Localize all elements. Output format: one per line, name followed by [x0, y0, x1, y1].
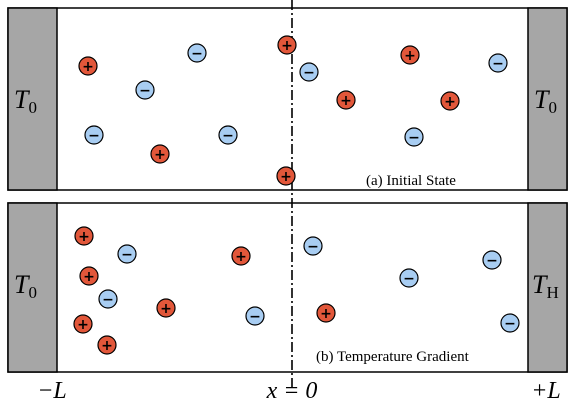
ion-sign: + — [235, 249, 247, 265]
ion-sign: + — [444, 94, 456, 110]
label-sub: 0 — [28, 98, 37, 117]
label-main: T — [14, 85, 30, 114]
positive-ion — [440, 91, 460, 111]
right-wall — [527, 7, 568, 191]
ion-sign: − — [139, 83, 151, 99]
panel-bottom — [7, 202, 568, 373]
negative-ion — [488, 53, 508, 73]
ion-sign: + — [77, 317, 89, 333]
ion-sign: − — [191, 46, 203, 62]
label-main: T — [14, 270, 30, 299]
panel-caption: (a) Initial State — [366, 173, 456, 189]
positive-ion — [74, 226, 94, 246]
panel-top — [7, 7, 568, 191]
positive-ion — [150, 144, 170, 164]
negative-ion — [245, 306, 265, 326]
negative-ion — [482, 250, 502, 270]
ion-sign: − — [504, 316, 516, 332]
ion-sign: + — [101, 338, 113, 354]
ion-sign: + — [160, 301, 172, 317]
panel-frame — [7, 7, 568, 191]
positive-ion — [73, 314, 93, 334]
wall-label: TH — [532, 270, 559, 302]
ion-sign: − — [486, 253, 498, 269]
positive-ion — [97, 335, 117, 355]
wall-label: T0 — [14, 270, 37, 302]
ion-sign: + — [82, 59, 94, 75]
negative-ion — [299, 62, 319, 82]
ion-sign: + — [320, 306, 332, 322]
ion-sign: − — [249, 309, 261, 325]
label-sub: 0 — [548, 98, 557, 117]
positive-ion — [316, 303, 336, 323]
positive-ion — [277, 35, 297, 55]
ion-sign: − — [303, 65, 315, 81]
left-wall — [7, 202, 58, 373]
panel-caption: (b) Temperature Gradient — [316, 349, 470, 365]
left-wall — [7, 7, 58, 191]
negative-ion — [117, 244, 137, 264]
ion-sign: − — [492, 56, 504, 72]
ion-sign: − — [307, 239, 319, 255]
ion-sign: − — [121, 247, 133, 263]
negative-ion — [404, 127, 424, 147]
ion-sign: + — [154, 147, 166, 163]
label-sub: H — [546, 283, 558, 302]
ion-sign: + — [404, 48, 416, 64]
ion-sign: − — [102, 292, 114, 308]
label-main: T — [532, 270, 548, 299]
axis-label: +L — [531, 378, 561, 403]
negative-ion — [84, 125, 104, 145]
panel-frame — [7, 202, 568, 373]
negative-ion — [187, 43, 207, 63]
wall-label: T0 — [14, 85, 37, 117]
ion-sign: + — [340, 93, 352, 109]
positive-ion — [231, 246, 251, 266]
ion-sign: + — [83, 269, 95, 285]
positive-ion — [78, 56, 98, 76]
ion-sign: + — [281, 38, 293, 54]
ion-sign: − — [88, 128, 100, 144]
positive-ion — [79, 266, 99, 286]
negative-ion — [98, 289, 118, 309]
negative-ion — [135, 80, 155, 100]
ion-sign: − — [222, 128, 234, 144]
axis-label: −L — [37, 378, 67, 403]
ion-sign: + — [280, 169, 292, 185]
negative-ion — [500, 313, 520, 333]
positive-ion — [400, 45, 420, 65]
negative-ion — [399, 268, 419, 288]
right-wall — [527, 202, 568, 373]
positive-ion — [276, 166, 296, 186]
ion-sign: + — [78, 229, 90, 245]
ion-sign: − — [408, 130, 420, 146]
negative-ion — [303, 236, 323, 256]
label-main: T — [534, 85, 550, 114]
ion-sign: − — [403, 271, 415, 287]
ions: ++++ ++++++++++−−−−− − −−−−−−−− — [73, 35, 520, 355]
positive-ion — [156, 298, 176, 318]
positive-ion — [336, 90, 356, 110]
axis-label: x = 0 — [266, 378, 318, 403]
label-sub: 0 — [28, 283, 37, 302]
wall-label: T0 — [534, 85, 557, 117]
negative-ion — [218, 125, 238, 145]
